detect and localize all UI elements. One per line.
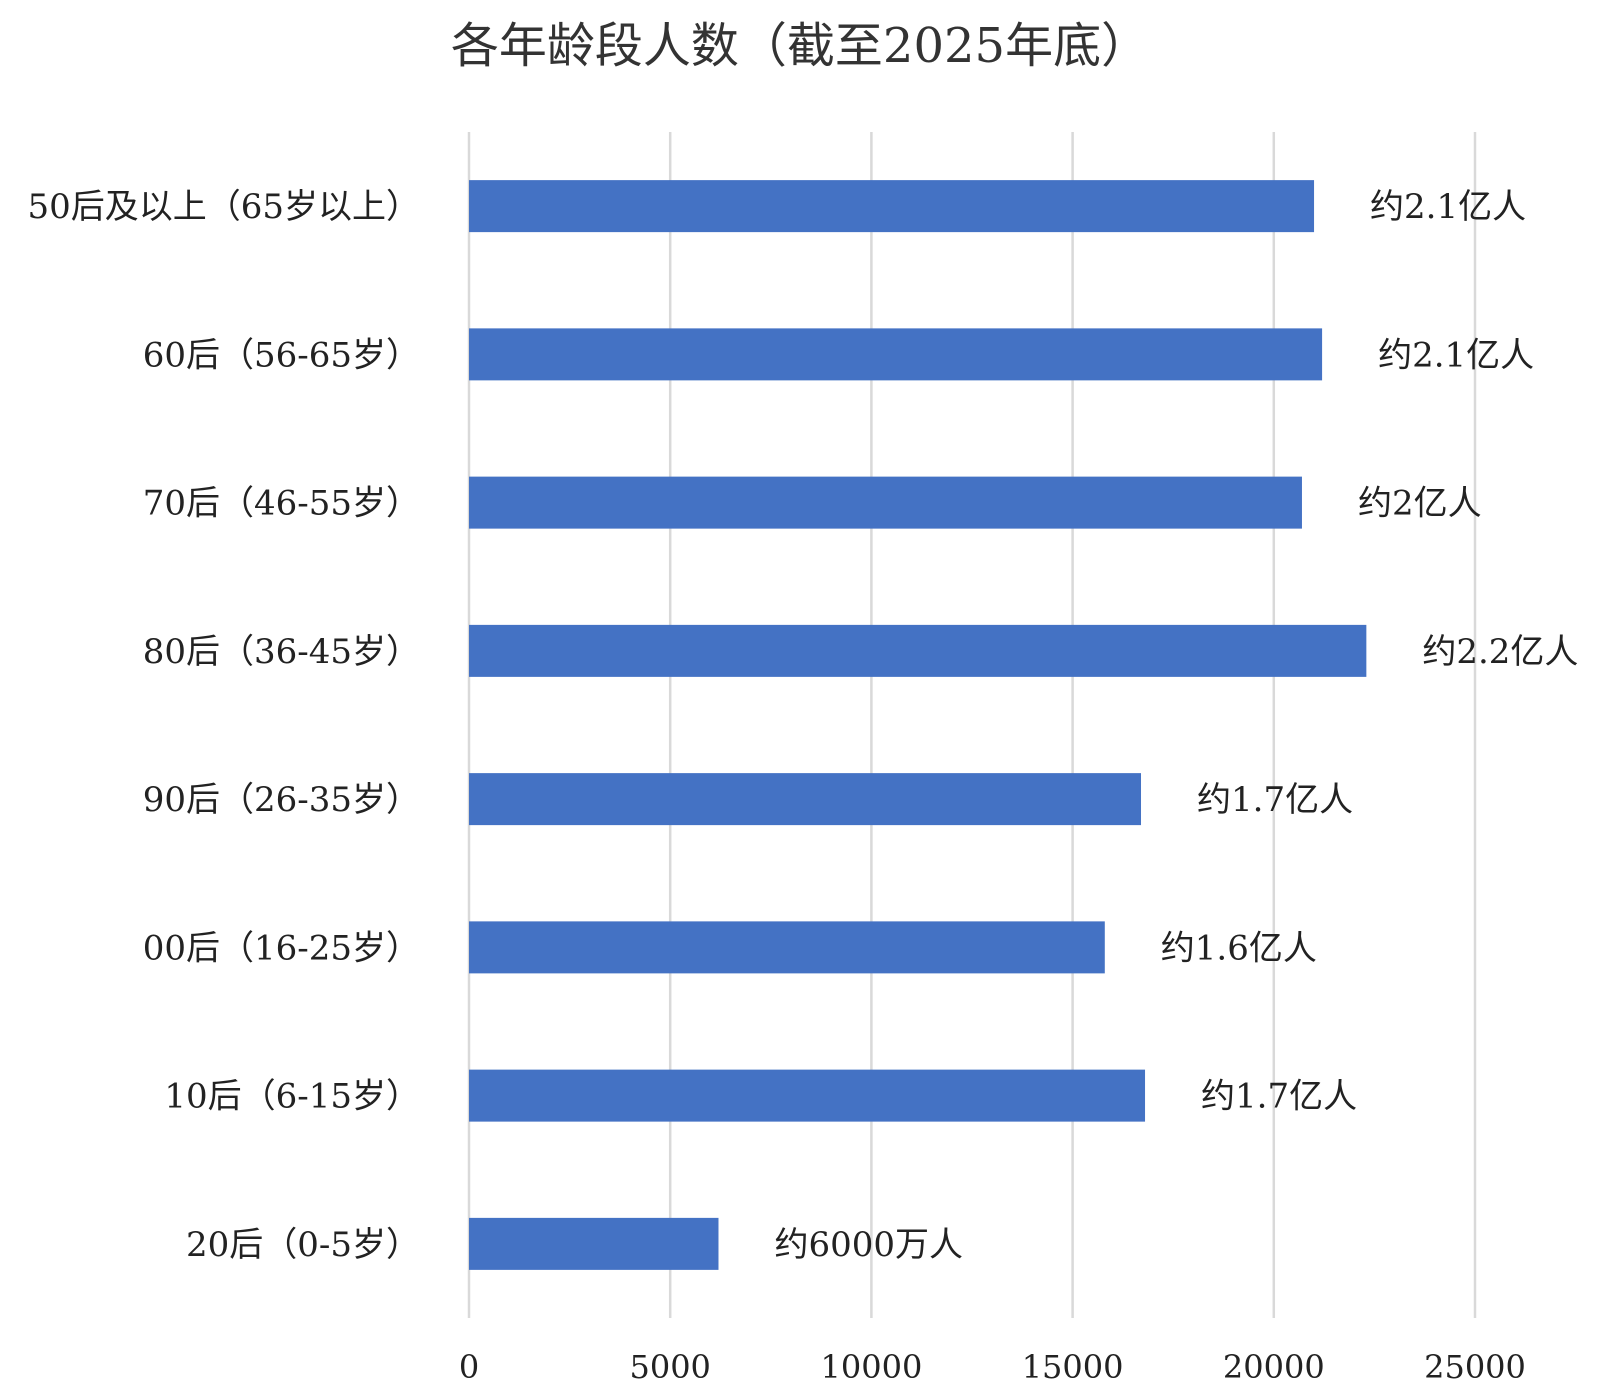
data-label: 约1.7亿人	[1197, 780, 1353, 820]
x-tick-label: 10000	[821, 1348, 923, 1386]
bar	[469, 476, 1302, 529]
bar	[469, 773, 1142, 826]
x-axis-tick-labels: 0 5000 10000 15000 20000 25000	[459, 1348, 1526, 1386]
grid-lines	[467, 132, 1477, 1318]
category-label: 90后（26-35岁）	[143, 780, 420, 820]
category-label: 10后（6-15岁）	[164, 1077, 420, 1117]
x-tick-label: 0	[459, 1348, 479, 1386]
category-label: 50后及以上（65岁以上）	[27, 187, 420, 227]
chart-title: 各年龄段人数（截至2025年底）	[450, 18, 1150, 74]
category-label: 70后（46-55岁）	[143, 484, 420, 524]
data-label: 约2亿人	[1358, 484, 1482, 524]
x-tick-label: 5000	[629, 1348, 710, 1386]
x-tick-label: 20000	[1223, 1348, 1325, 1386]
bar	[469, 1217, 719, 1270]
data-label: 约1.7亿人	[1201, 1077, 1357, 1117]
category-label: 20后（0-5岁）	[186, 1225, 420, 1265]
bar	[469, 624, 1367, 677]
category-label: 60后（56-65岁）	[143, 335, 420, 375]
category-label: 80后（36-45岁）	[143, 632, 420, 672]
data-label: 约6000万人	[774, 1225, 963, 1265]
category-labels: 50后及以上（65岁以上） 60后（56-65岁） 70后（46-55岁） 80后（3…	[27, 187, 420, 1265]
bar	[469, 328, 1323, 381]
x-tick-label: 25000	[1424, 1348, 1526, 1386]
data-label: 约1.6亿人	[1161, 928, 1317, 968]
data-label: 约2.1亿人	[1378, 335, 1534, 375]
bar	[469, 921, 1105, 974]
category-label: 00后（16-25岁）	[143, 928, 420, 968]
x-tick-label: 15000	[1022, 1348, 1124, 1386]
data-labels: 约2.1亿人约2.1亿人约2亿人约2.2亿人约1.7亿人约1.6亿人约1.7亿人…	[774, 187, 1578, 1265]
bars	[469, 180, 1367, 1270]
data-label: 约2.2亿人	[1422, 632, 1578, 672]
bar	[469, 1069, 1146, 1122]
bar	[469, 180, 1315, 233]
data-label: 约2.1亿人	[1370, 187, 1526, 227]
